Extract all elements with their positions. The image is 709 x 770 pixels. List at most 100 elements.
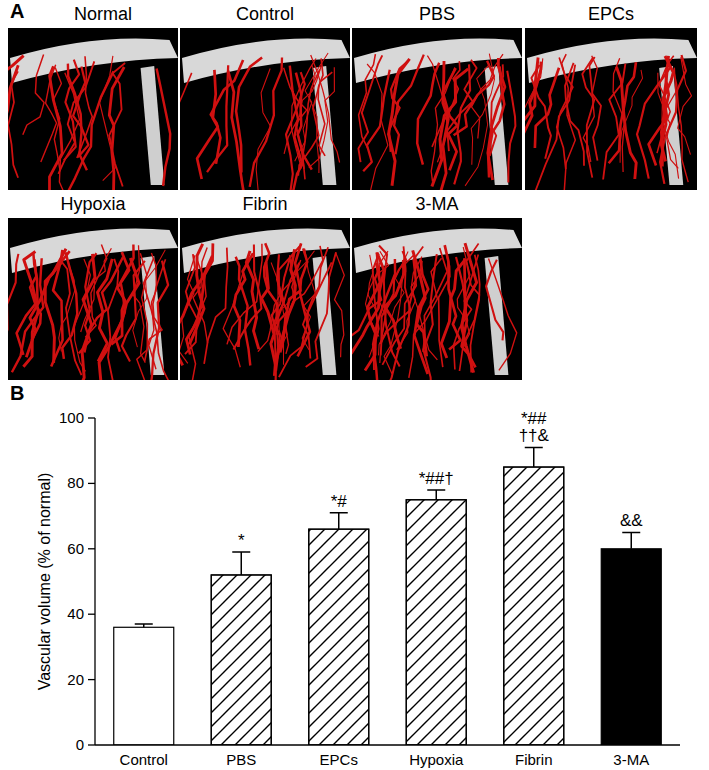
image-background	[525, 28, 697, 190]
vessel	[149, 253, 156, 369]
x-tick-label: Control	[120, 751, 168, 768]
vessel	[150, 261, 168, 380]
vessel	[59, 256, 75, 352]
vessel	[111, 252, 129, 344]
vessel	[471, 54, 494, 165]
significance-label: *#	[331, 492, 348, 511]
vessel	[204, 248, 228, 364]
vessel	[409, 258, 442, 378]
y-tick-label: 0	[76, 736, 84, 753]
significance-label: *##†	[419, 469, 454, 488]
vessel	[384, 252, 404, 374]
vessel	[207, 65, 228, 172]
vessel	[303, 247, 328, 358]
image-title: Control	[236, 4, 294, 24]
vessel	[41, 65, 57, 162]
vessel	[58, 61, 94, 173]
vessel	[423, 254, 436, 380]
vessel	[565, 63, 584, 166]
vessel	[367, 64, 388, 190]
plot-area	[114, 447, 662, 745]
bone	[485, 256, 509, 375]
vessel	[309, 67, 335, 167]
y-tick-label: 20	[67, 671, 84, 688]
image-title: Normal	[74, 4, 132, 24]
error-bar	[330, 513, 348, 529]
x-axis	[95, 744, 680, 745]
vessel	[8, 56, 24, 151]
vessel	[661, 56, 668, 167]
y-tick	[88, 679, 95, 680]
vessel	[74, 259, 90, 371]
vessel	[17, 254, 38, 355]
vessel	[228, 71, 245, 190]
bar-hatch	[211, 575, 271, 745]
micro-ct-image	[352, 28, 522, 190]
image-background	[180, 28, 350, 190]
significance-label: ††&	[519, 426, 550, 445]
vessel	[180, 73, 192, 180]
error-bar	[135, 624, 153, 627]
bar	[309, 529, 369, 745]
bar	[504, 467, 564, 745]
error-bar	[427, 490, 445, 500]
vessel	[108, 259, 118, 380]
vessel	[296, 73, 312, 170]
y-tick	[88, 614, 95, 615]
vessel	[122, 261, 145, 362]
y-tick-label: 40	[67, 605, 84, 622]
bar	[601, 549, 661, 745]
panel-label: B	[10, 382, 24, 404]
vessel	[303, 69, 320, 179]
error-bar	[525, 447, 543, 467]
vessel	[616, 67, 636, 179]
vessel	[23, 55, 44, 135]
image-title: Fibrin	[242, 194, 287, 214]
vessel	[657, 56, 674, 153]
vessel	[352, 252, 381, 338]
vessel	[157, 69, 171, 187]
y-axis	[94, 418, 95, 745]
error-bar	[622, 532, 640, 548]
y-tick	[88, 744, 95, 745]
vessel	[363, 70, 390, 172]
x-tick-label: PBS	[226, 751, 256, 768]
vessel	[438, 61, 448, 190]
vessel	[77, 56, 92, 158]
vessel	[311, 55, 340, 162]
y-tick	[88, 483, 95, 484]
vessel	[236, 58, 262, 173]
x-tick-label: 3-MA	[613, 751, 649, 768]
bar	[211, 575, 271, 745]
bar-hatch	[504, 467, 564, 745]
vessel	[284, 66, 321, 154]
image-title: PBS	[419, 4, 455, 24]
image-background	[8, 28, 178, 190]
image-background	[352, 28, 522, 190]
vessel	[189, 244, 204, 344]
vessel	[78, 254, 95, 380]
micro-ct-image	[180, 28, 350, 190]
vessel	[358, 55, 382, 162]
vessel	[678, 57, 692, 154]
vessel	[180, 255, 195, 363]
y-tick-label: 60	[67, 540, 84, 557]
bar	[406, 500, 466, 745]
vessel	[246, 251, 258, 349]
vessel	[385, 260, 405, 349]
vessel	[8, 254, 18, 371]
y-axis-title: Vascular volume (% of normal)	[36, 473, 53, 691]
vessel	[489, 259, 517, 371]
vessel	[256, 69, 270, 191]
error-bar	[232, 552, 250, 575]
vessel	[59, 73, 79, 190]
image-title: Hypoxia	[60, 194, 126, 214]
vessel	[536, 65, 576, 190]
bar-hatch	[406, 500, 466, 745]
bar	[114, 627, 174, 745]
vessel	[589, 57, 601, 161]
image-background	[352, 218, 522, 380]
panel-label: A	[10, 0, 24, 22]
vessel	[50, 66, 63, 190]
vessel	[373, 254, 379, 370]
